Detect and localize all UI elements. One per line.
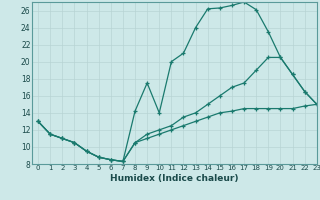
X-axis label: Humidex (Indice chaleur): Humidex (Indice chaleur) bbox=[110, 174, 239, 183]
